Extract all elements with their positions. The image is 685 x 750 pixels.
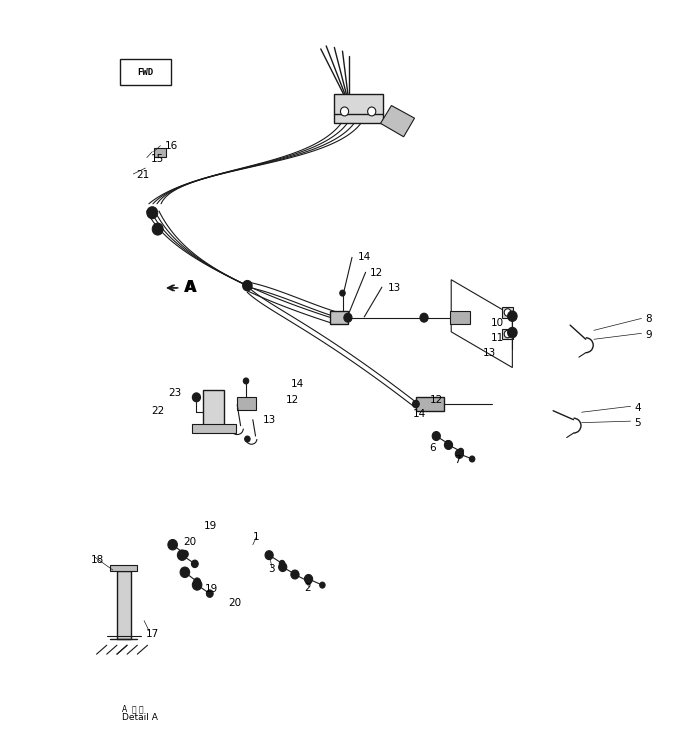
Text: 21: 21 xyxy=(136,170,149,181)
Text: 13: 13 xyxy=(262,415,275,424)
Text: 23: 23 xyxy=(169,388,182,398)
Text: 19: 19 xyxy=(204,521,217,531)
Circle shape xyxy=(445,440,453,449)
Circle shape xyxy=(456,449,464,458)
Bar xyxy=(334,94,384,124)
Text: 13: 13 xyxy=(482,348,496,358)
Text: 20: 20 xyxy=(184,537,197,547)
Bar xyxy=(237,397,256,410)
Text: 14: 14 xyxy=(413,410,426,419)
Bar xyxy=(153,148,166,157)
Bar xyxy=(110,565,137,571)
Text: 5: 5 xyxy=(635,418,641,428)
Bar xyxy=(416,398,445,411)
Text: 6: 6 xyxy=(429,443,436,453)
Circle shape xyxy=(412,400,419,408)
Circle shape xyxy=(368,107,376,116)
Text: 12: 12 xyxy=(429,394,443,404)
Circle shape xyxy=(152,224,163,235)
Circle shape xyxy=(243,378,249,384)
Circle shape xyxy=(508,327,517,338)
Text: 14: 14 xyxy=(358,253,371,262)
Circle shape xyxy=(291,570,299,579)
Text: 9: 9 xyxy=(645,330,652,340)
Text: 17: 17 xyxy=(145,629,159,639)
Circle shape xyxy=(192,393,201,402)
Text: A: A xyxy=(184,280,195,296)
Circle shape xyxy=(432,431,440,440)
Circle shape xyxy=(469,456,475,462)
Circle shape xyxy=(320,582,325,588)
Text: 20: 20 xyxy=(228,598,242,608)
Text: 19: 19 xyxy=(206,584,219,594)
Circle shape xyxy=(180,567,190,578)
Text: 7: 7 xyxy=(454,454,460,465)
Polygon shape xyxy=(381,106,414,136)
Text: 15: 15 xyxy=(151,154,164,164)
Circle shape xyxy=(306,578,311,584)
Text: FWD: FWD xyxy=(138,68,153,76)
Bar xyxy=(120,58,171,86)
Bar xyxy=(192,424,236,433)
Circle shape xyxy=(182,550,188,558)
Text: 1: 1 xyxy=(253,532,260,542)
Text: 10: 10 xyxy=(490,318,503,328)
Bar xyxy=(330,311,348,325)
Circle shape xyxy=(420,314,428,322)
Circle shape xyxy=(177,550,187,560)
Text: 3: 3 xyxy=(268,563,275,574)
Bar xyxy=(117,571,131,639)
Circle shape xyxy=(504,330,511,338)
Circle shape xyxy=(504,309,511,316)
Text: 11: 11 xyxy=(490,333,504,343)
Text: A  拡 縮: A 拡 縮 xyxy=(123,704,144,713)
Circle shape xyxy=(168,539,177,550)
Text: 14: 14 xyxy=(291,379,304,389)
Circle shape xyxy=(206,590,213,597)
Bar xyxy=(450,311,470,325)
Text: Detail A: Detail A xyxy=(123,713,158,722)
Circle shape xyxy=(445,440,451,446)
Circle shape xyxy=(245,436,250,442)
Circle shape xyxy=(191,560,198,568)
Bar xyxy=(502,328,513,339)
Circle shape xyxy=(192,580,202,590)
Text: 16: 16 xyxy=(164,141,177,151)
Circle shape xyxy=(340,107,349,116)
Text: 12: 12 xyxy=(286,394,299,404)
Circle shape xyxy=(508,311,517,322)
Text: 8: 8 xyxy=(645,314,652,324)
Circle shape xyxy=(265,550,273,560)
Bar xyxy=(203,390,223,427)
Text: 12: 12 xyxy=(370,268,383,278)
Circle shape xyxy=(340,290,345,296)
Bar xyxy=(502,308,513,318)
Circle shape xyxy=(458,448,464,454)
Circle shape xyxy=(279,562,287,572)
Text: A: A xyxy=(185,280,197,296)
Circle shape xyxy=(147,207,158,219)
Circle shape xyxy=(279,560,285,566)
Circle shape xyxy=(344,314,352,322)
Text: 22: 22 xyxy=(151,406,164,416)
Circle shape xyxy=(304,574,312,584)
Circle shape xyxy=(242,280,252,291)
Text: 13: 13 xyxy=(387,283,401,293)
Text: 2: 2 xyxy=(304,583,311,593)
Text: 4: 4 xyxy=(635,403,641,412)
Text: 18: 18 xyxy=(91,554,104,565)
Circle shape xyxy=(293,572,299,578)
Circle shape xyxy=(194,578,201,586)
